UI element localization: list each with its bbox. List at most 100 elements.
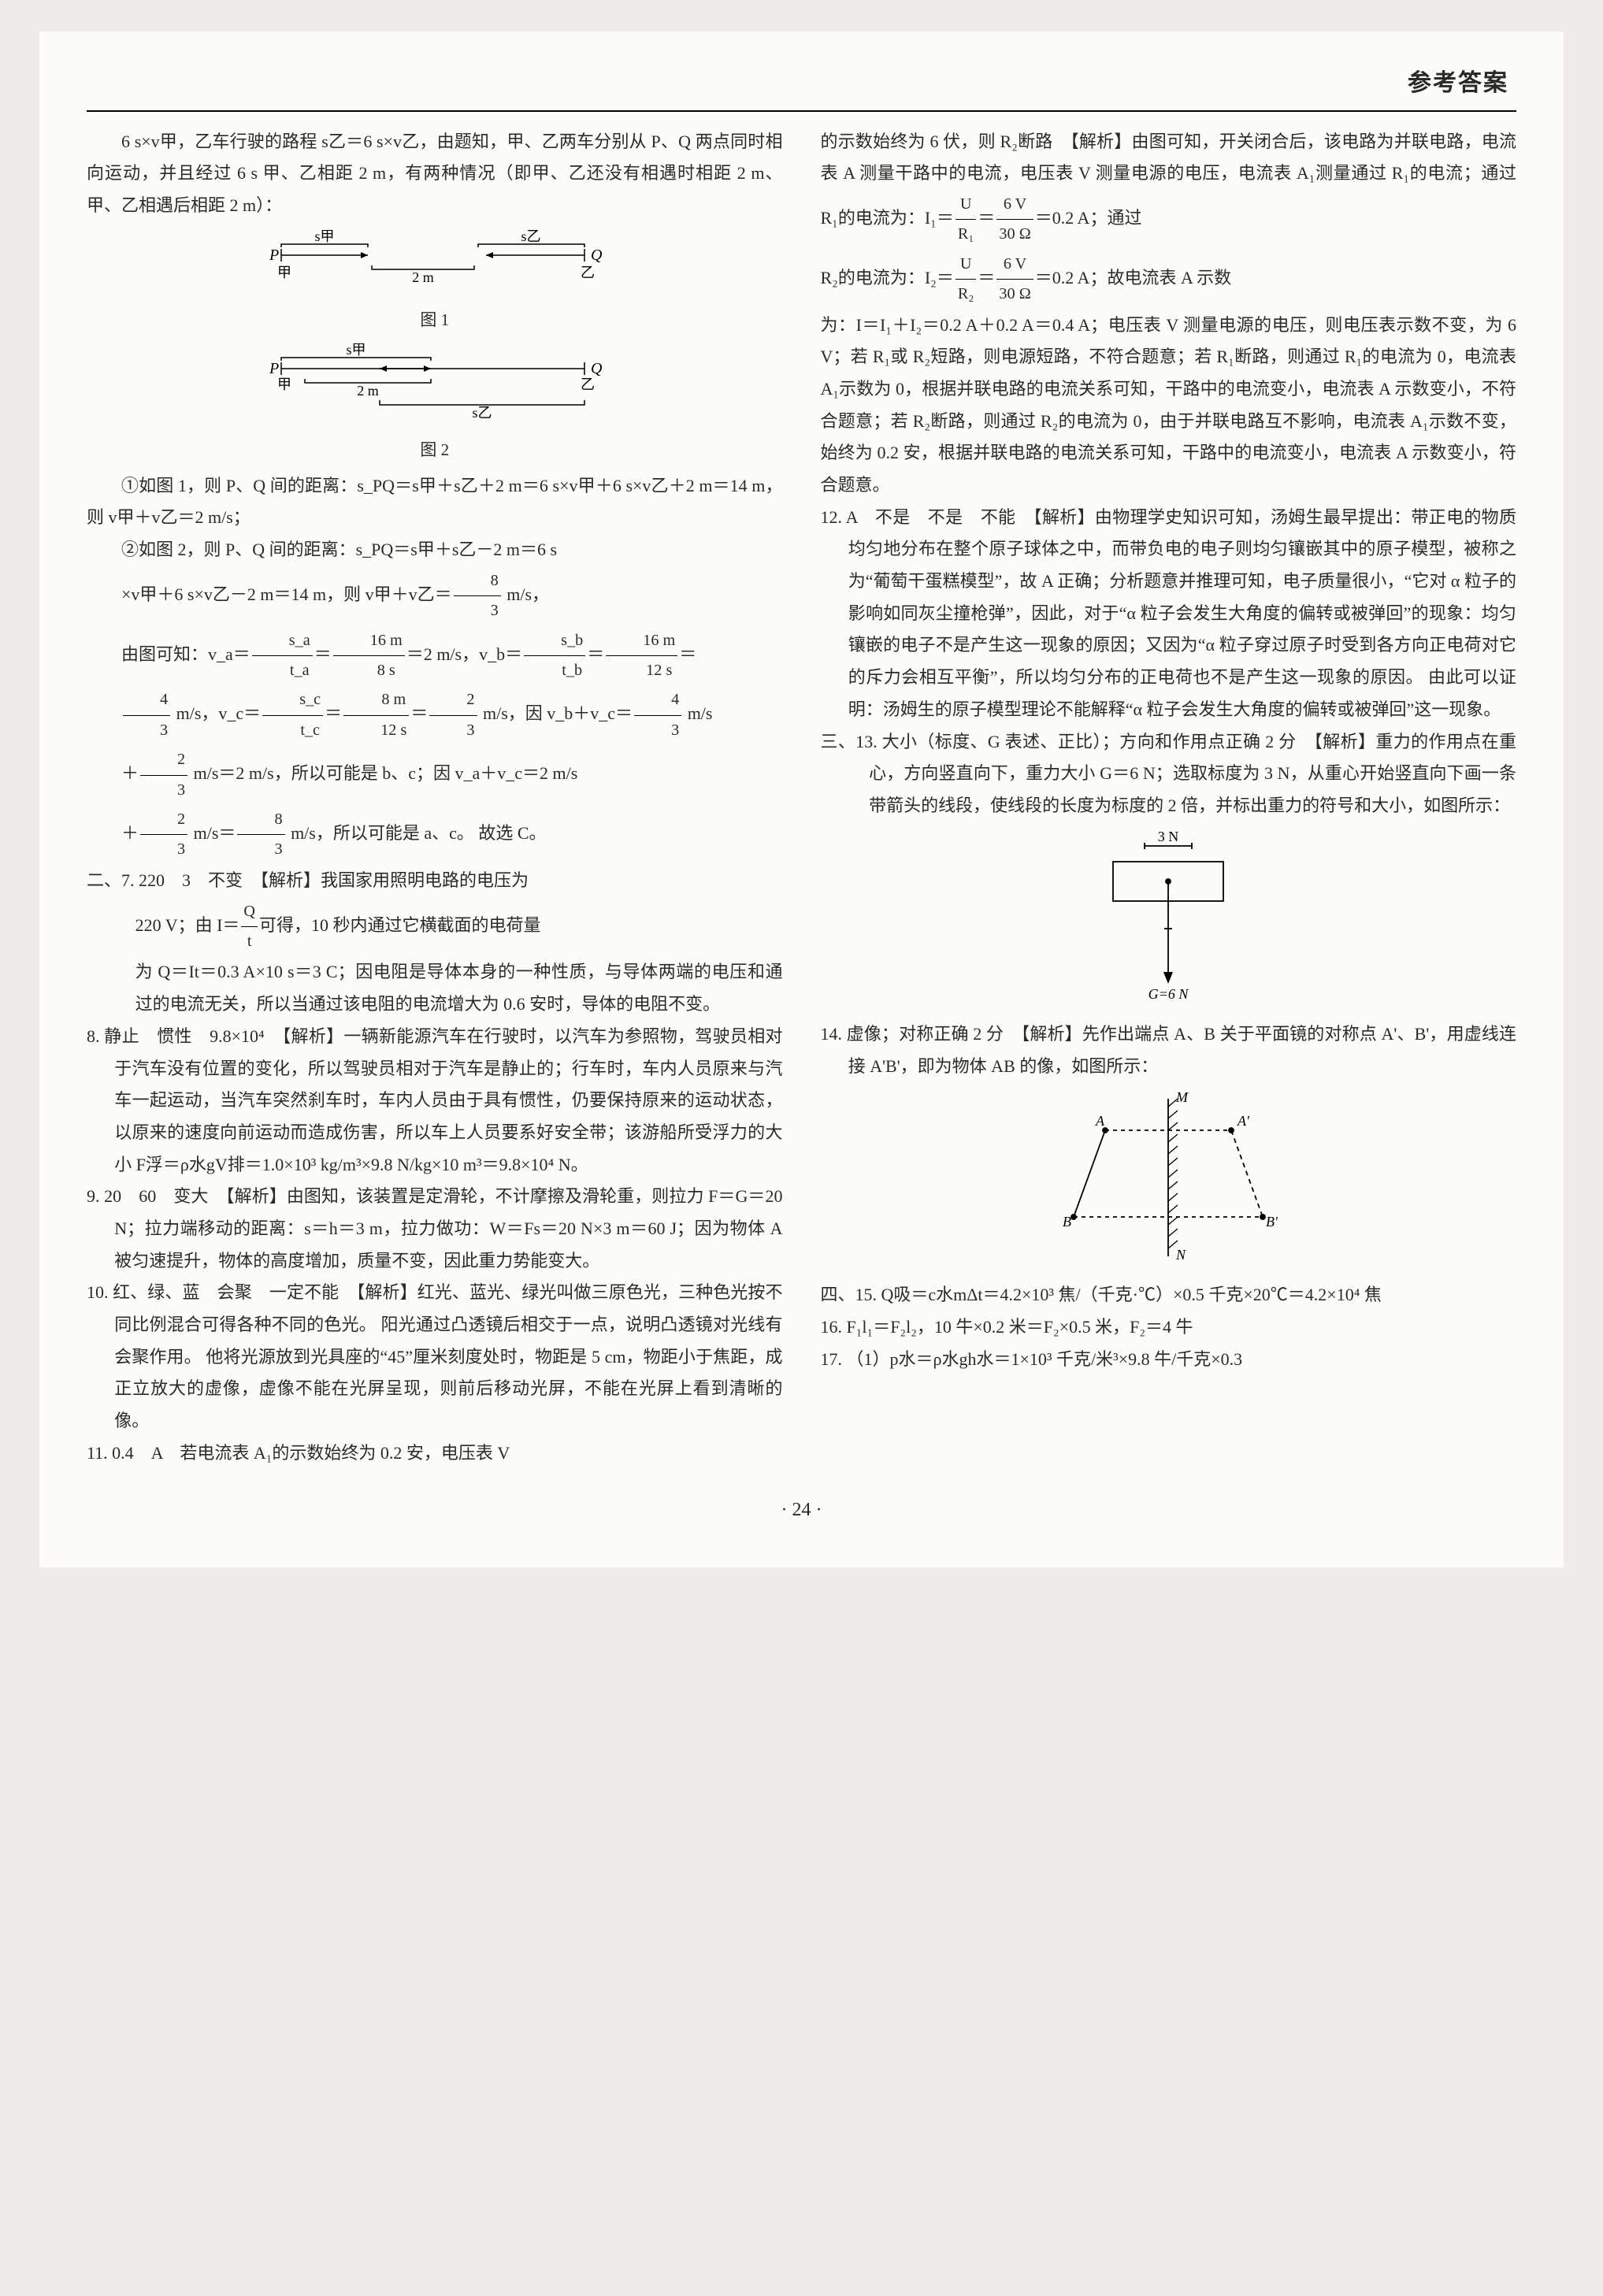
figure-2: s甲 P 甲 Q 乙 — [87, 343, 783, 466]
fraction: 16 m8 s — [333, 626, 405, 686]
svg-text:M: M — [1175, 1091, 1189, 1105]
svg-text:s甲: s甲 — [346, 343, 365, 358]
t: ＋ — [121, 823, 139, 843]
q13: 三、13. 大小（标度、G 表述、正比）；方向和作用点正确 2 分 【解析】重力… — [821, 726, 1517, 822]
svg-text:Q: Q — [591, 360, 603, 377]
svg-text:2 m: 2 m — [412, 269, 434, 285]
svg-text:P: P — [269, 247, 279, 264]
q7-line2: 220 V；由 I＝Qt可得，10 秒内通过它横截面的电荷量 — [87, 897, 783, 957]
svg-text:甲: 甲 — [277, 376, 291, 392]
text: 6 s×v甲，乙车行驶的路程 s乙＝6 s×v乙，由题知，甲、乙两车分别从 P、… — [87, 126, 783, 222]
t: m/s，因 v_b＋v_c＝ — [479, 703, 633, 723]
fraction: s_at_a — [252, 626, 313, 686]
text: 为：I＝I₁＋I₂＝0.2 A＋0.2 A＝0.4 A；电压表 V 测量电源的电… — [821, 310, 1517, 502]
mirror-svg: M N — [1026, 1091, 1310, 1264]
svg-text:N: N — [1175, 1247, 1186, 1263]
fig2-svg: s甲 P 甲 Q 乙 — [254, 343, 616, 422]
fig2-caption: 图 2 — [87, 435, 783, 466]
content-columns: 6 s×v甲，乙车行驶的路程 s乙＝6 s×v乙，由题知，甲、乙两车分别从 P、… — [87, 126, 1516, 1470]
svg-text:B': B' — [1266, 1214, 1278, 1230]
t: m/s＝2 m/s，所以可能是 b、c；因 v_a＋v_c＝2 m/s — [189, 763, 577, 783]
figure-1: s甲 P 甲 2 m s乙 — [87, 230, 783, 336]
t: 由图可知：v_a＝ — [121, 644, 250, 664]
header-title: 参考答案 — [1408, 70, 1508, 96]
t: 的示数始终为 6 伏，则 R₂断路 【解析】由图可知，开关闭合后，该电路为并联电… — [821, 132, 1517, 228]
q11: 11. 0.4 A 若电流表 A₁的示数始终为 0.2 安，电压表 V — [87, 1437, 783, 1470]
svg-text:G=6 N: G=6 N — [1148, 986, 1189, 1002]
text: 由图可知：v_a＝s_at_a＝16 m8 s＝2 m/s，v_b＝s_bt_b… — [87, 626, 783, 686]
fraction: UR₂ — [955, 250, 977, 310]
svg-text:s甲: s甲 — [314, 230, 334, 244]
t: ＋ — [121, 763, 139, 783]
t: ＝0.2 A；故电流表 A 示数 — [1035, 268, 1231, 287]
t: m/s， — [503, 584, 549, 604]
svg-text:s乙: s乙 — [521, 230, 540, 244]
figure-mirror: M N — [821, 1091, 1517, 1275]
t: m/s，v_c＝ — [172, 703, 261, 723]
gravity-svg: 3 N G=6 N — [1066, 830, 1271, 1003]
t: ＝ — [410, 703, 428, 723]
q12: 12. A 不是 不是 不能 【解析】由物理学史知识可知，汤姆生最早提出：带正电… — [821, 502, 1517, 726]
fig1-caption: 图 1 — [87, 305, 783, 336]
fraction: 6 V30 Ω — [996, 250, 1033, 310]
fraction: s_bt_b — [524, 626, 585, 686]
t: ×v甲＋6 s×v乙－2 m＝14 m，则 v甲＋v乙＝ — [121, 584, 452, 604]
fraction: 23 — [140, 805, 187, 865]
text: 的示数始终为 6 伏，则 R₂断路 【解析】由图可知，开关闭合后，该电路为并联电… — [821, 126, 1517, 250]
q17: 17. （1）p水＝ρ水gh水＝1×10³ 千克/米³×9.8 牛/千克×0.3 — [821, 1344, 1517, 1376]
fraction: 83 — [237, 805, 284, 865]
fraction: 16 m12 s — [606, 626, 677, 686]
q16: 16. F₁l₁＝F₂l₂，10 牛×0.2 米＝F₂×0.5 米，F₂＝4 牛 — [821, 1311, 1517, 1344]
fraction: 8 m12 s — [343, 685, 409, 745]
t: ＝ — [314, 644, 332, 664]
q10: 10. 红、绿、蓝 会聚 一定不能 【解析】红光、蓝光、绿光叫做三原色光，三种色… — [87, 1277, 783, 1437]
t: ＝ — [679, 644, 696, 664]
t: 可得，10 秒内通过它横截面的电荷量 — [259, 915, 541, 935]
t: m/s＝ — [189, 823, 236, 843]
figure-gravity: 3 N G=6 N — [821, 830, 1517, 1014]
q7-line1: 二、7. 220 3 不变 【解析】我国家用照明电路的电压为 — [87, 865, 783, 897]
fraction: 43 — [123, 685, 170, 745]
svg-text:A': A' — [1237, 1113, 1250, 1129]
fraction: 6 V30 Ω — [996, 190, 1033, 250]
svg-text:乙: 乙 — [581, 376, 595, 392]
t: ＝2 m/s，v_b＝ — [406, 644, 522, 664]
page-footer: · 24 · — [87, 1493, 1516, 1527]
svg-text:甲: 甲 — [277, 265, 291, 280]
svg-text:P: P — [269, 360, 279, 377]
q7-line3: 为 Q＝It＝0.3 A×10 s＝3 C；因电阻是导体本身的一种性质，与导体两… — [87, 956, 783, 1020]
text: ①如图 1，则 P、Q 间的距离：s_PQ＝s甲＋s乙＋2 m＝6 s×v甲＋6… — [87, 470, 783, 534]
page-number: · 24 · — [781, 1500, 822, 1520]
text: ②如图 2，则 P、Q 间的距离：s_PQ＝s甲＋s乙－2 m＝6 s — [87, 534, 783, 566]
q9: 9. 20 60 变大 【解析】由图知，该装置是定滑轮，不计摩擦及滑轮重，则拉力… — [87, 1181, 783, 1277]
fraction: 83 — [454, 566, 501, 626]
fraction: UR₁ — [955, 190, 977, 250]
svg-text:3 N: 3 N — [1158, 830, 1179, 844]
fraction: 23 — [140, 745, 187, 805]
q15: 四、15. Q吸＝c水mΔt＝4.2×10³ 焦/（千克·℃）×0.5 千克×2… — [821, 1279, 1517, 1311]
page: 参考答案 6 s×v甲，乙车行驶的路程 s乙＝6 s×v乙，由题知，甲、乙两车分… — [39, 32, 1564, 1567]
text: R₂的电流为：I₂＝UR₂＝6 V30 Ω＝0.2 A；故电流表 A 示数 — [821, 250, 1517, 310]
q14: 14. 虚像；对称正确 2 分 【解析】先作出端点 A、B 关于平面镜的对称点 … — [821, 1018, 1517, 1082]
svg-text:A: A — [1095, 1113, 1105, 1129]
fraction: s_ct_c — [262, 685, 323, 745]
svg-text:2 m: 2 m — [357, 383, 379, 399]
t: ＝0.2 A；通过 — [1035, 208, 1142, 228]
fraction: 23 — [429, 685, 477, 745]
text: ＋23 m/s＝83 m/s，所以可能是 a、c。 故选 C。 — [87, 805, 783, 865]
t: m/s — [683, 703, 712, 723]
left-column: 6 s×v甲，乙车行驶的路程 s乙＝6 s×v乙，由题知，甲、乙两车分别从 P、… — [87, 126, 783, 1470]
svg-text:B: B — [1063, 1214, 1071, 1230]
q8: 8. 静止 惯性 9.8×10⁴ 【解析】一辆新能源汽车在行驶时，以汽车为参照物… — [87, 1021, 783, 1181]
text: ×v甲＋6 s×v乙－2 m＝14 m，则 v甲＋v乙＝83 m/s， — [87, 566, 783, 626]
t: ＝ — [587, 644, 604, 664]
t: ＝ — [978, 268, 995, 287]
right-column: 的示数始终为 6 伏，则 R₂断路 【解析】由图可知，开关闭合后，该电路为并联电… — [821, 126, 1517, 1470]
t: R₂的电流为：I₂＝ — [821, 268, 954, 287]
t: m/s，所以可能是 a、c。 故选 C。 — [287, 823, 547, 843]
svg-text:s乙: s乙 — [472, 405, 492, 421]
page-header: 参考答案 — [87, 55, 1516, 112]
text: ＋23 m/s＝2 m/s，所以可能是 b、c；因 v_a＋v_c＝2 m/s — [87, 745, 783, 805]
fraction: 43 — [634, 685, 681, 745]
t: 220 V；由 I＝ — [135, 915, 240, 935]
